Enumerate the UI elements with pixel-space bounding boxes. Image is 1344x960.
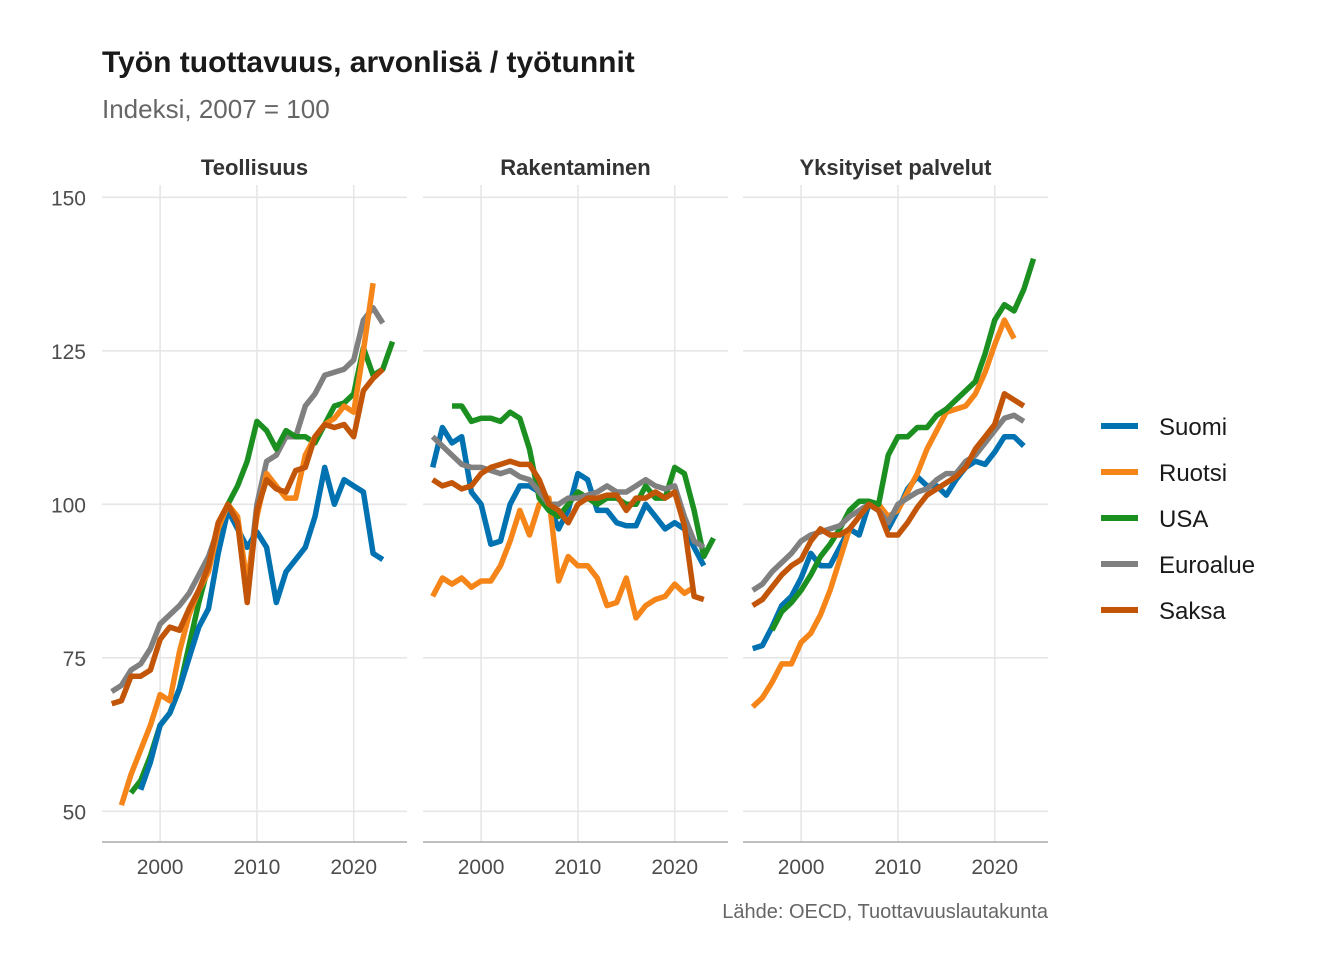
x-tick-label: 2020 (651, 856, 698, 879)
y-tick-label: 125 (51, 341, 86, 364)
legend-label: Euroalue (1159, 552, 1255, 579)
legend-item-suomi: Suomi (1101, 414, 1227, 441)
legend-label: Saksa (1159, 598, 1226, 625)
legend: Suomi Ruotsi USA Euroalue Saksa (1101, 414, 1255, 625)
panel-3: Yksityiset palvelut 2000 2010 2020 (743, 155, 1048, 879)
x-tick-label: 2000 (778, 856, 825, 879)
chart-title: Työn tuottavuus, arvonlisä / työtunnit (102, 46, 635, 79)
series-line-suomi (430, 424, 707, 567)
series-line-ruotsi (430, 495, 696, 621)
x-tick-label: 2000 (137, 856, 184, 879)
legend-label: Ruotsi (1159, 460, 1227, 487)
legend-label: Suomi (1159, 414, 1227, 441)
x-tick-label: 2010 (555, 856, 602, 879)
y-tick-label: 150 (51, 187, 86, 210)
panels: Teollisuus 2000 2010 2020 Rakentaminen 2000 20… (102, 155, 1048, 879)
legend-item-saksa: Saksa (1101, 598, 1226, 625)
series-line-ruotsi (750, 317, 1017, 709)
series-line-euroalue (430, 434, 706, 550)
series-line-saksa (431, 458, 705, 603)
series-line-euroalue (110, 305, 386, 694)
x-tick-label: 2010 (875, 856, 922, 879)
y-axis: 50 75 100 125 150 (51, 187, 86, 824)
series-line-usa (769, 257, 1037, 632)
series-line-euroalue (751, 412, 1026, 593)
legend-item-ruotsi: Ruotsi (1101, 460, 1227, 487)
chart-caption: Lähde: OECD, Tuottavuuslautakunta (722, 901, 1049, 923)
x-tick-label: 2020 (330, 856, 377, 879)
legend-item-euroalue: Euroalue (1101, 552, 1255, 579)
legend-label: USA (1159, 506, 1208, 533)
facet-title: Teollisuus (201, 155, 308, 180)
y-tick-label: 100 (51, 494, 86, 517)
panel-1: Teollisuus 2000 2010 2020 (102, 155, 407, 879)
series-line-saksa (751, 391, 1026, 608)
series-line-suomi (138, 464, 385, 791)
legend-item-usa: USA (1101, 506, 1208, 533)
chart-subtitle: Indeksi, 2007 = 100 (102, 94, 330, 124)
x-tick-label: 2000 (458, 856, 505, 879)
x-tick-label: 2010 (234, 856, 281, 879)
x-tick-label: 2020 (971, 856, 1018, 879)
y-tick-label: 75 (63, 648, 86, 671)
facet-title: Yksityiset palvelut (800, 155, 993, 180)
facet-title: Rakentaminen (500, 155, 650, 180)
panel-2: Rakentaminen 2000 2010 2020 (423, 155, 728, 879)
y-tick-label: 50 (63, 801, 86, 824)
series-line-saksa (110, 367, 385, 707)
